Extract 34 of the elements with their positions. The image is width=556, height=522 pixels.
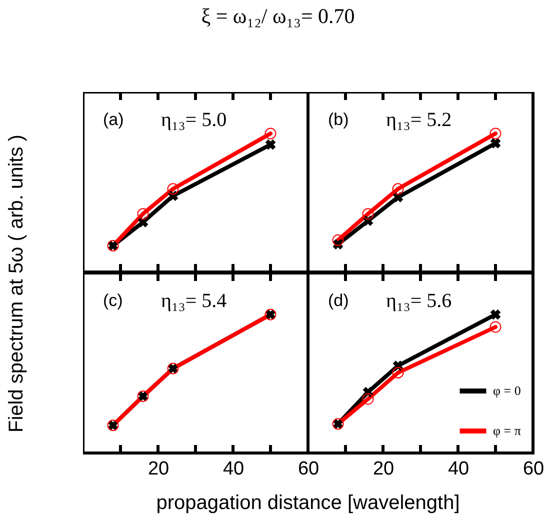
x-tick-label: 40: [222, 458, 244, 480]
legend-label: φ = 0: [493, 383, 521, 398]
point: [490, 309, 501, 320]
text: (c): [103, 291, 123, 310]
text: η₁₃= 5.4: [161, 290, 227, 312]
point: [490, 138, 501, 148]
point: [264, 128, 276, 140]
legend-label: φ = π: [493, 423, 522, 438]
point: [332, 234, 344, 246]
point: [138, 216, 148, 228]
y-axis-title: Field spectrum at 5ω ( arb. units ): [6, 134, 28, 434]
point: [392, 192, 404, 202]
chart-title: ξ = ω₁₂/ ω₁₃= 0.70: [200, 4, 356, 29]
point: [265, 139, 276, 150]
text: (a): [103, 110, 124, 129]
point: [362, 208, 374, 220]
text: (b): [328, 110, 349, 129]
x-tick-label: 60: [298, 458, 320, 480]
text: η₁₃= 5.0: [161, 109, 227, 131]
x-tick-label: 20: [372, 458, 394, 480]
point: [167, 183, 179, 195]
text: η₁₃= 5.6: [386, 290, 452, 312]
point: [490, 321, 502, 333]
point: [392, 183, 404, 195]
x-axis-title: propagation distance [wavelength]: [155, 492, 461, 515]
point: [490, 128, 502, 140]
x-tick-label: 60: [522, 458, 544, 480]
point: [362, 393, 374, 405]
text: η₁₃= 5.2: [386, 109, 452, 131]
point: [137, 208, 149, 220]
point: [392, 366, 404, 378]
text: (d): [328, 291, 349, 310]
x-tick-label: 20: [148, 458, 170, 480]
x-tick-label: 40: [448, 458, 470, 480]
